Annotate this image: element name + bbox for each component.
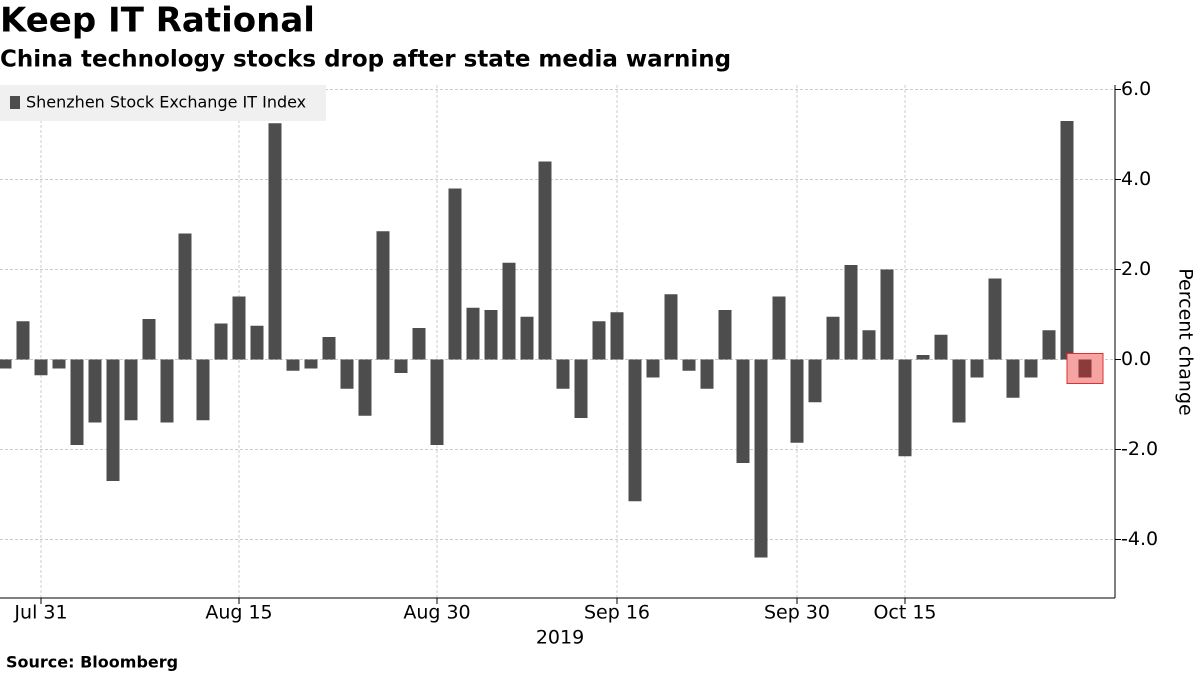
bar <box>862 330 876 360</box>
bar <box>916 355 930 360</box>
bar <box>232 296 246 360</box>
bar <box>952 359 966 423</box>
bar <box>664 294 678 360</box>
chart-subtitle: China technology stocks drop after state… <box>0 47 731 73</box>
x-tick-label: Sep 16 <box>584 602 650 624</box>
x-tick-label: Oct 15 <box>873 602 936 624</box>
legend-swatch <box>10 96 20 109</box>
bar <box>880 269 894 360</box>
x-axis-label: 2019 <box>536 627 584 649</box>
chart-title: Keep IT Rational <box>0 1 315 41</box>
bar <box>358 359 372 416</box>
bar <box>196 359 210 421</box>
y-tick-label: -4.0 <box>1121 528 1158 550</box>
x-tick-label: Aug 15 <box>205 602 272 624</box>
bar <box>178 233 192 360</box>
y-tick-label: -2.0 <box>1121 438 1158 460</box>
bar <box>70 359 84 445</box>
bar <box>934 334 948 360</box>
bar <box>340 359 354 389</box>
bar <box>1006 359 1020 398</box>
y-tick-label: 0.0 <box>1121 348 1151 370</box>
bar <box>754 359 768 558</box>
bar <box>592 321 606 360</box>
bar <box>394 359 408 373</box>
bar <box>718 310 732 360</box>
bar <box>142 319 156 360</box>
bar <box>1042 330 1056 360</box>
bar <box>844 265 858 360</box>
bar <box>1078 359 1092 378</box>
bar <box>34 359 48 376</box>
y-tick-label: 2.0 <box>1121 258 1151 280</box>
bar <box>286 359 300 371</box>
bar <box>124 359 138 421</box>
y-tick-label: 6.0 <box>1121 78 1151 100</box>
bar <box>988 278 1002 360</box>
bar <box>16 321 30 360</box>
bar <box>268 123 282 360</box>
bar <box>520 316 534 360</box>
bar <box>502 262 516 360</box>
bar <box>610 312 624 360</box>
bar <box>448 188 462 360</box>
bar <box>214 323 228 360</box>
x-tick-label: Sep 30 <box>764 602 830 624</box>
bar <box>970 359 984 378</box>
bar <box>484 310 498 360</box>
bar <box>106 359 120 481</box>
bar <box>304 359 318 369</box>
bar <box>1060 121 1074 360</box>
legend-label: Shenzhen Stock Exchange IT Index <box>26 93 306 112</box>
bar <box>466 307 480 360</box>
bar <box>682 359 696 371</box>
bar <box>538 161 552 360</box>
bar <box>826 316 840 360</box>
y-tick-label: 4.0 <box>1121 168 1151 190</box>
bar <box>88 359 102 423</box>
bar <box>52 359 66 369</box>
bar <box>736 359 750 463</box>
bar <box>556 359 570 389</box>
bar <box>628 359 642 502</box>
legend-box <box>0 85 326 121</box>
bar <box>250 325 264 360</box>
bar <box>700 359 714 389</box>
source: Source: Bloomberg <box>6 653 178 672</box>
bar <box>772 296 786 360</box>
bar <box>898 359 912 457</box>
y-axis-label: Percent change <box>1175 268 1197 415</box>
bar <box>790 359 804 443</box>
x-tick-label: Jul 31 <box>13 602 67 624</box>
bar <box>646 359 660 378</box>
bar <box>1024 359 1038 378</box>
bar <box>322 337 336 360</box>
bar <box>376 231 390 360</box>
bar <box>160 359 174 423</box>
bar <box>808 359 822 403</box>
bar <box>430 359 444 445</box>
bar <box>574 359 588 418</box>
bar <box>412 328 426 360</box>
bar <box>0 359 12 369</box>
x-tick-label: Aug 30 <box>403 602 470 624</box>
